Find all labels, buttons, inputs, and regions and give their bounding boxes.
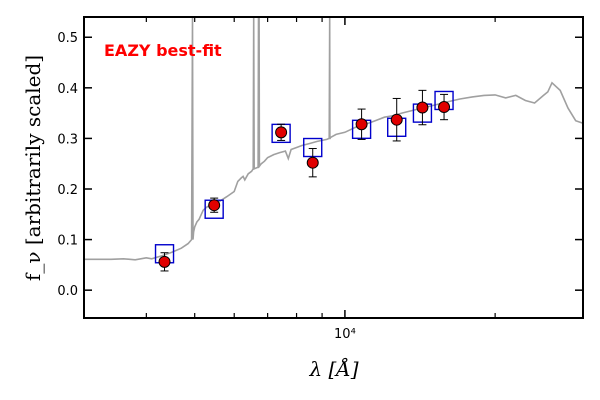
axes: 0.0 0.1 0.2 0.3 0.4 0.5 10⁴ [57,16,584,342]
observed-point [306,148,319,178]
y-tick-label: 0.1 [57,234,78,249]
observed-photometry-layer [158,89,451,272]
x-axis-label: λ [Å] [308,356,358,381]
observed-marker [416,101,429,114]
template-spectrum-line [84,16,584,261]
observed-marker [275,126,288,139]
annotation-text: EAZY best-fit [104,41,222,60]
y-tick-label: 0.5 [57,31,78,46]
y-tick-label: 0.3 [57,132,78,147]
template-spectrum-layer [84,16,584,261]
observed-marker [158,255,171,268]
observed-marker [438,101,451,114]
observed-point [355,108,368,140]
y-axis-label: f_ν [arbitrarily scaled] [21,55,45,281]
observed-marker [208,199,221,212]
observed-marker [390,113,403,126]
observed-point [416,89,429,126]
model-photometry-layer [154,90,454,264]
y-tick-label: 0.2 [57,183,78,198]
observed-point [158,252,171,272]
observed-marker [355,118,368,131]
observed-point [208,197,221,213]
y-tick-label: 0.0 [57,284,78,299]
observed-point [275,123,288,141]
observed-point [390,97,403,142]
plot-frame [83,16,584,319]
observed-marker [306,156,319,169]
observed-point [438,93,451,121]
y-tick-label: 0.4 [57,82,78,97]
x-tick-label: 10⁴ [334,327,356,342]
